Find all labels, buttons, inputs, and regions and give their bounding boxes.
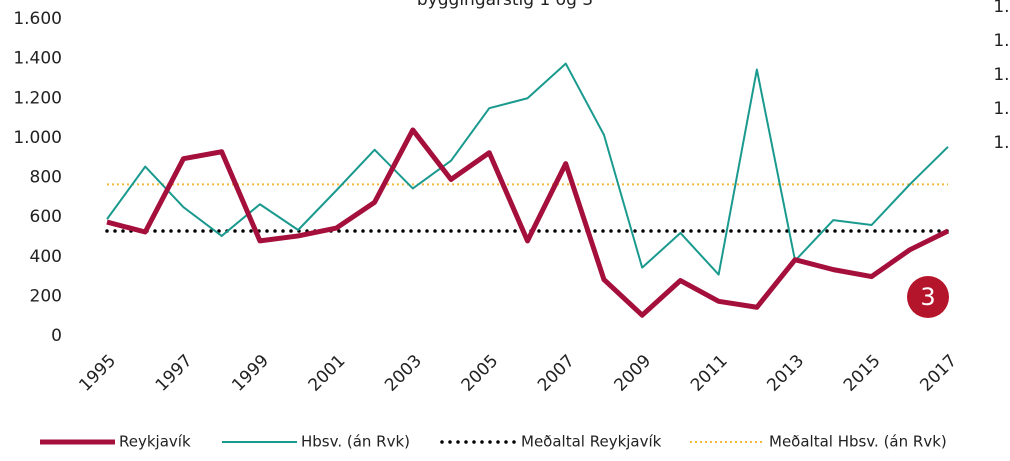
x-tick-label: 1995	[75, 351, 120, 396]
y-tick-label: 1.200	[13, 88, 62, 108]
chart-title: byggingarstig 1 og 3	[417, 0, 593, 10]
x-tick-label: 2009	[611, 351, 656, 396]
x-tick-label: 2001	[305, 351, 350, 396]
x-tick-label: 2011	[687, 351, 732, 396]
y-tick-label: 1.400	[13, 49, 62, 69]
x-tick-label: 1997	[152, 351, 197, 396]
x-tick-label: 2017	[916, 351, 961, 396]
legend-label: Hbsv. (án Rvk)	[301, 433, 410, 451]
legend-label: Meðaltal Reykjavík	[521, 433, 662, 451]
y-tick-label: 1.000	[13, 128, 62, 148]
series-line	[106, 127, 950, 318]
y2-tick-label: 1.800	[993, 0, 1010, 17]
x-tick-label: 2003	[381, 351, 426, 396]
x-tick-label: 1999	[228, 351, 273, 396]
y-tick-label: 1.600	[13, 9, 62, 29]
y-tick-label: 0	[51, 326, 62, 346]
y-tick-label: 800	[30, 168, 62, 188]
x-tick-label: 2007	[534, 351, 579, 396]
legend-label: Reykjavík	[119, 433, 191, 451]
y-tick-label: 200	[30, 286, 62, 306]
y2-tick-label: 1.600	[993, 31, 1010, 51]
badge-label: 3	[920, 283, 935, 311]
y2-tick-label: 1.400	[993, 65, 1010, 85]
y2-tick-label: 1.000	[993, 133, 1010, 153]
x-tick-label: 2005	[458, 351, 503, 396]
x-tick-label: 2013	[763, 351, 808, 396]
legend-label: Meðaltal Hbsv. (án Rvk)	[769, 433, 947, 451]
y-tick-label: 400	[30, 247, 62, 267]
y-tick-label: 600	[30, 207, 62, 227]
x-tick-label: 2015	[840, 351, 885, 396]
badge	[907, 276, 949, 318]
y2-tick-label: 1.200	[993, 99, 1010, 119]
